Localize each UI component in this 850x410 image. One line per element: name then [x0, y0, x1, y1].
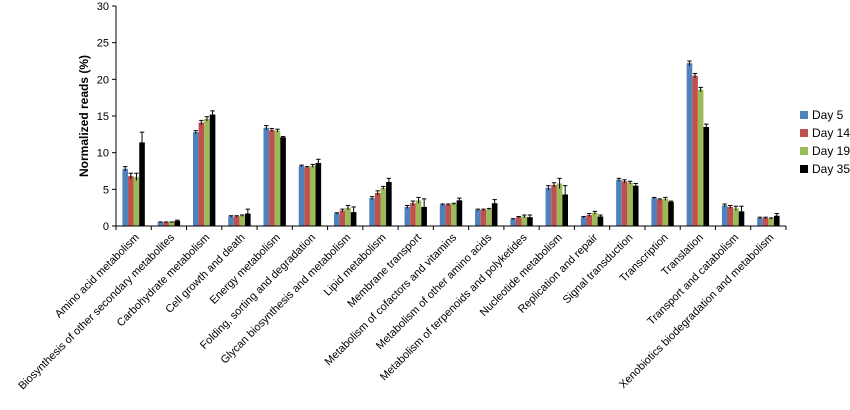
bar — [562, 194, 568, 226]
bar — [627, 182, 633, 226]
bar — [309, 165, 316, 226]
x-tick-label: Lipid metabolism — [322, 232, 389, 299]
legend-swatch — [800, 129, 808, 137]
legend-label: Day 19 — [812, 144, 850, 158]
legend-swatch — [800, 165, 808, 173]
bar — [415, 200, 422, 226]
bar — [556, 183, 563, 226]
bar — [380, 187, 387, 226]
y-tick-label: 25 — [97, 38, 109, 50]
bar — [527, 217, 533, 226]
bar — [315, 162, 322, 226]
bar — [209, 114, 216, 226]
bar — [245, 213, 251, 226]
bar — [491, 203, 498, 226]
bar — [128, 176, 134, 226]
y-tick-label: 20 — [97, 74, 109, 86]
bar — [621, 181, 628, 226]
y-tick-label: 5 — [103, 184, 109, 196]
bar — [198, 122, 205, 226]
bar — [274, 130, 281, 226]
bar — [339, 210, 346, 226]
bar — [404, 206, 411, 226]
bar — [334, 213, 340, 226]
legend: Day 5 Day 14 Day 19 Day 35 — [800, 108, 850, 176]
bar — [703, 127, 710, 226]
bar — [580, 217, 587, 226]
bar — [757, 217, 763, 226]
bar — [133, 176, 140, 226]
bar — [480, 209, 487, 226]
y-tick-label: 30 — [97, 1, 109, 13]
bar — [616, 179, 622, 226]
bar — [157, 222, 164, 226]
bar — [263, 127, 270, 226]
bar — [762, 217, 769, 226]
bar — [174, 220, 181, 226]
bar — [122, 168, 129, 226]
bar — [451, 204, 457, 226]
x-tick-label: Biosynthesis of other secondary metaboli… — [16, 231, 177, 392]
bar — [586, 215, 593, 226]
bar — [204, 118, 210, 226]
bar — [697, 89, 704, 226]
legend-swatch — [800, 147, 808, 155]
bar — [773, 215, 780, 226]
bar — [632, 185, 639, 226]
y-tick-label: 10 — [97, 148, 109, 160]
bar — [445, 204, 451, 226]
bar — [686, 63, 693, 227]
bar — [410, 203, 416, 226]
bar — [269, 129, 275, 226]
bar — [515, 217, 522, 226]
bar — [439, 204, 446, 226]
bar — [350, 212, 357, 226]
bar — [656, 199, 663, 226]
bar — [692, 75, 698, 226]
y-axis-title: Normalized reads (%) — [77, 55, 91, 177]
x-tick-label: Glycan biosynthesis and metabolism — [219, 232, 354, 367]
bar — [551, 184, 557, 226]
legend-label: Day 35 — [812, 162, 850, 176]
bar — [374, 193, 381, 226]
bar — [139, 142, 145, 226]
bars-layer — [122, 60, 780, 227]
bar — [597, 216, 604, 226]
bar — [768, 218, 774, 226]
bar — [733, 208, 739, 226]
bar — [651, 198, 657, 226]
bar — [592, 212, 598, 226]
bar — [228, 216, 234, 226]
bar — [486, 209, 492, 226]
bar — [163, 222, 169, 226]
legend-swatch — [800, 111, 808, 119]
bar — [421, 206, 427, 226]
bar — [721, 205, 728, 226]
bar — [510, 219, 516, 226]
bar — [662, 198, 669, 226]
bar — [233, 216, 240, 226]
bar — [239, 215, 246, 226]
bar — [456, 200, 463, 226]
bar — [369, 198, 375, 226]
bar — [738, 211, 745, 226]
bar — [727, 206, 734, 226]
bar — [280, 137, 286, 226]
bar — [304, 167, 310, 226]
bar — [345, 207, 351, 226]
legend-label: Day 14 — [812, 126, 850, 140]
y-tick-label: 15 — [97, 111, 109, 123]
bar — [192, 132, 199, 226]
bar — [521, 216, 528, 226]
bar — [668, 201, 674, 226]
x-tick-label: Metabolism of cofactors and vitamins — [323, 231, 460, 368]
bar — [475, 209, 481, 226]
bar — [298, 165, 305, 226]
bar — [386, 182, 392, 226]
bar — [545, 187, 552, 226]
bar — [168, 222, 175, 226]
legend-label: Day 5 — [812, 108, 844, 122]
y-tick-label: 0 — [103, 221, 109, 233]
